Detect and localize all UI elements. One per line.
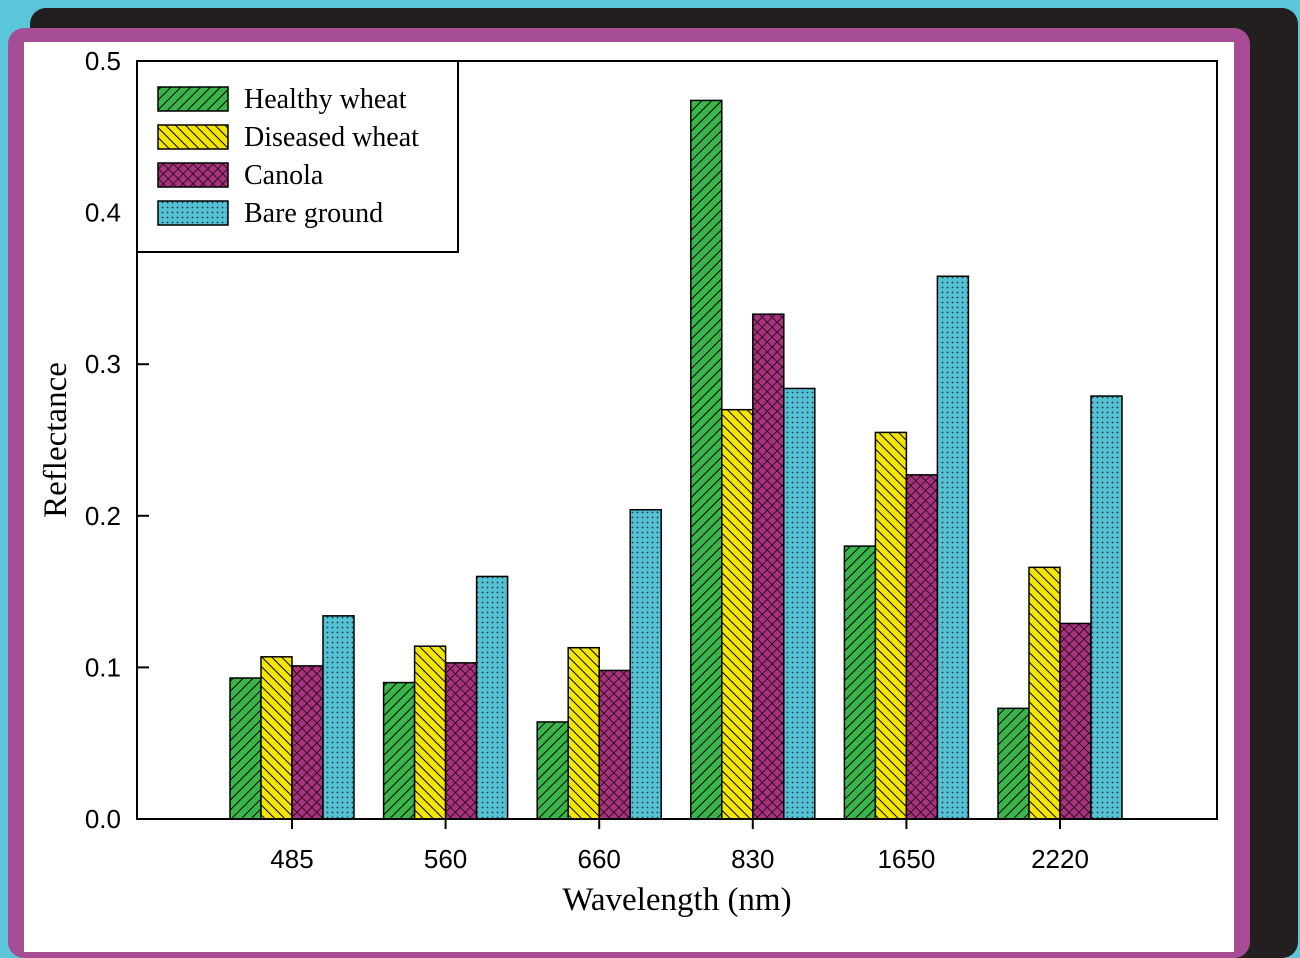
bar-canola-830 (752, 313, 785, 820)
legend-label: Bare ground (244, 198, 383, 229)
x-tick-label: 485 (270, 844, 313, 874)
bar-diseased-wheat-830 (721, 408, 754, 820)
bar-diseased-wheat-660 (567, 646, 600, 820)
bar-canola-485 (291, 665, 324, 820)
x-tick-label: 2220 (1031, 844, 1089, 874)
x-tick-label: 560 (424, 844, 467, 874)
bar-diseased-wheat-1650 (874, 431, 908, 820)
x-tick-label: 660 (578, 844, 621, 874)
y-tick-label: 0.5 (85, 46, 121, 76)
legend-label: Diseased wheat (244, 122, 419, 153)
legend-label: Canola (244, 160, 324, 191)
bar-healthy-wheat-2220 (997, 707, 1030, 820)
y-tick-label: 0.4 (85, 198, 121, 228)
bar-diseased-wheat-560 (413, 645, 447, 820)
x-axis: 485 560 660 830 1650 2220 (270, 819, 1089, 874)
y-tick-label: 0.1 (85, 652, 121, 682)
legend-entries: Healthy wheat Diseased wheat Canola Bare gr… (157, 84, 419, 229)
bar-bare-ground-1650 (936, 275, 970, 820)
bar-canola-2220 (1059, 622, 1092, 820)
bar-healthy-wheat-485 (229, 677, 262, 820)
bar-healthy-wheat-560 (382, 681, 416, 820)
legend-swatch (157, 86, 229, 112)
plot-border (136, 60, 1218, 820)
y-axis: 0.0 0.1 0.2 0.3 0.4 0.5 (85, 46, 149, 834)
bar-canola-1650 (905, 474, 939, 820)
y-tick-label: 0.0 (85, 804, 121, 834)
y-tick-label: 0.2 (85, 501, 121, 531)
bar-canola-660 (598, 669, 631, 820)
bar-diseased-wheat-2220 (1028, 566, 1061, 820)
bar-healthy-wheat-660 (536, 721, 569, 820)
legend-label: Healthy wheat (244, 84, 407, 115)
legend-swatch (157, 200, 229, 226)
bar-diseased-wheat-485 (260, 656, 293, 820)
legend-swatch (157, 162, 229, 188)
y-tick-label: 0.3 (85, 349, 121, 379)
x-axis-label: Wavelength (nm) (562, 882, 791, 918)
bars-layer (229, 99, 1123, 820)
bar-canola-560 (444, 662, 478, 820)
legend-swatch (157, 124, 229, 150)
bar-bare-ground-560 (475, 575, 509, 820)
bar-healthy-wheat-830 (690, 99, 723, 820)
bar-healthy-wheat-1650 (843, 545, 877, 820)
legend: Healthy wheat Diseased wheat Canola Bare gr… (136, 60, 459, 253)
bar-bare-ground-2220 (1090, 395, 1123, 820)
bar-bare-ground-660 (629, 508, 662, 820)
y-axis-label: Reflectance (38, 362, 74, 518)
x-tick-label: 830 (731, 844, 774, 874)
x-tick-label: 1650 (877, 844, 935, 874)
bar-bare-ground-485 (322, 615, 355, 820)
bar-bare-ground-830 (783, 387, 816, 820)
